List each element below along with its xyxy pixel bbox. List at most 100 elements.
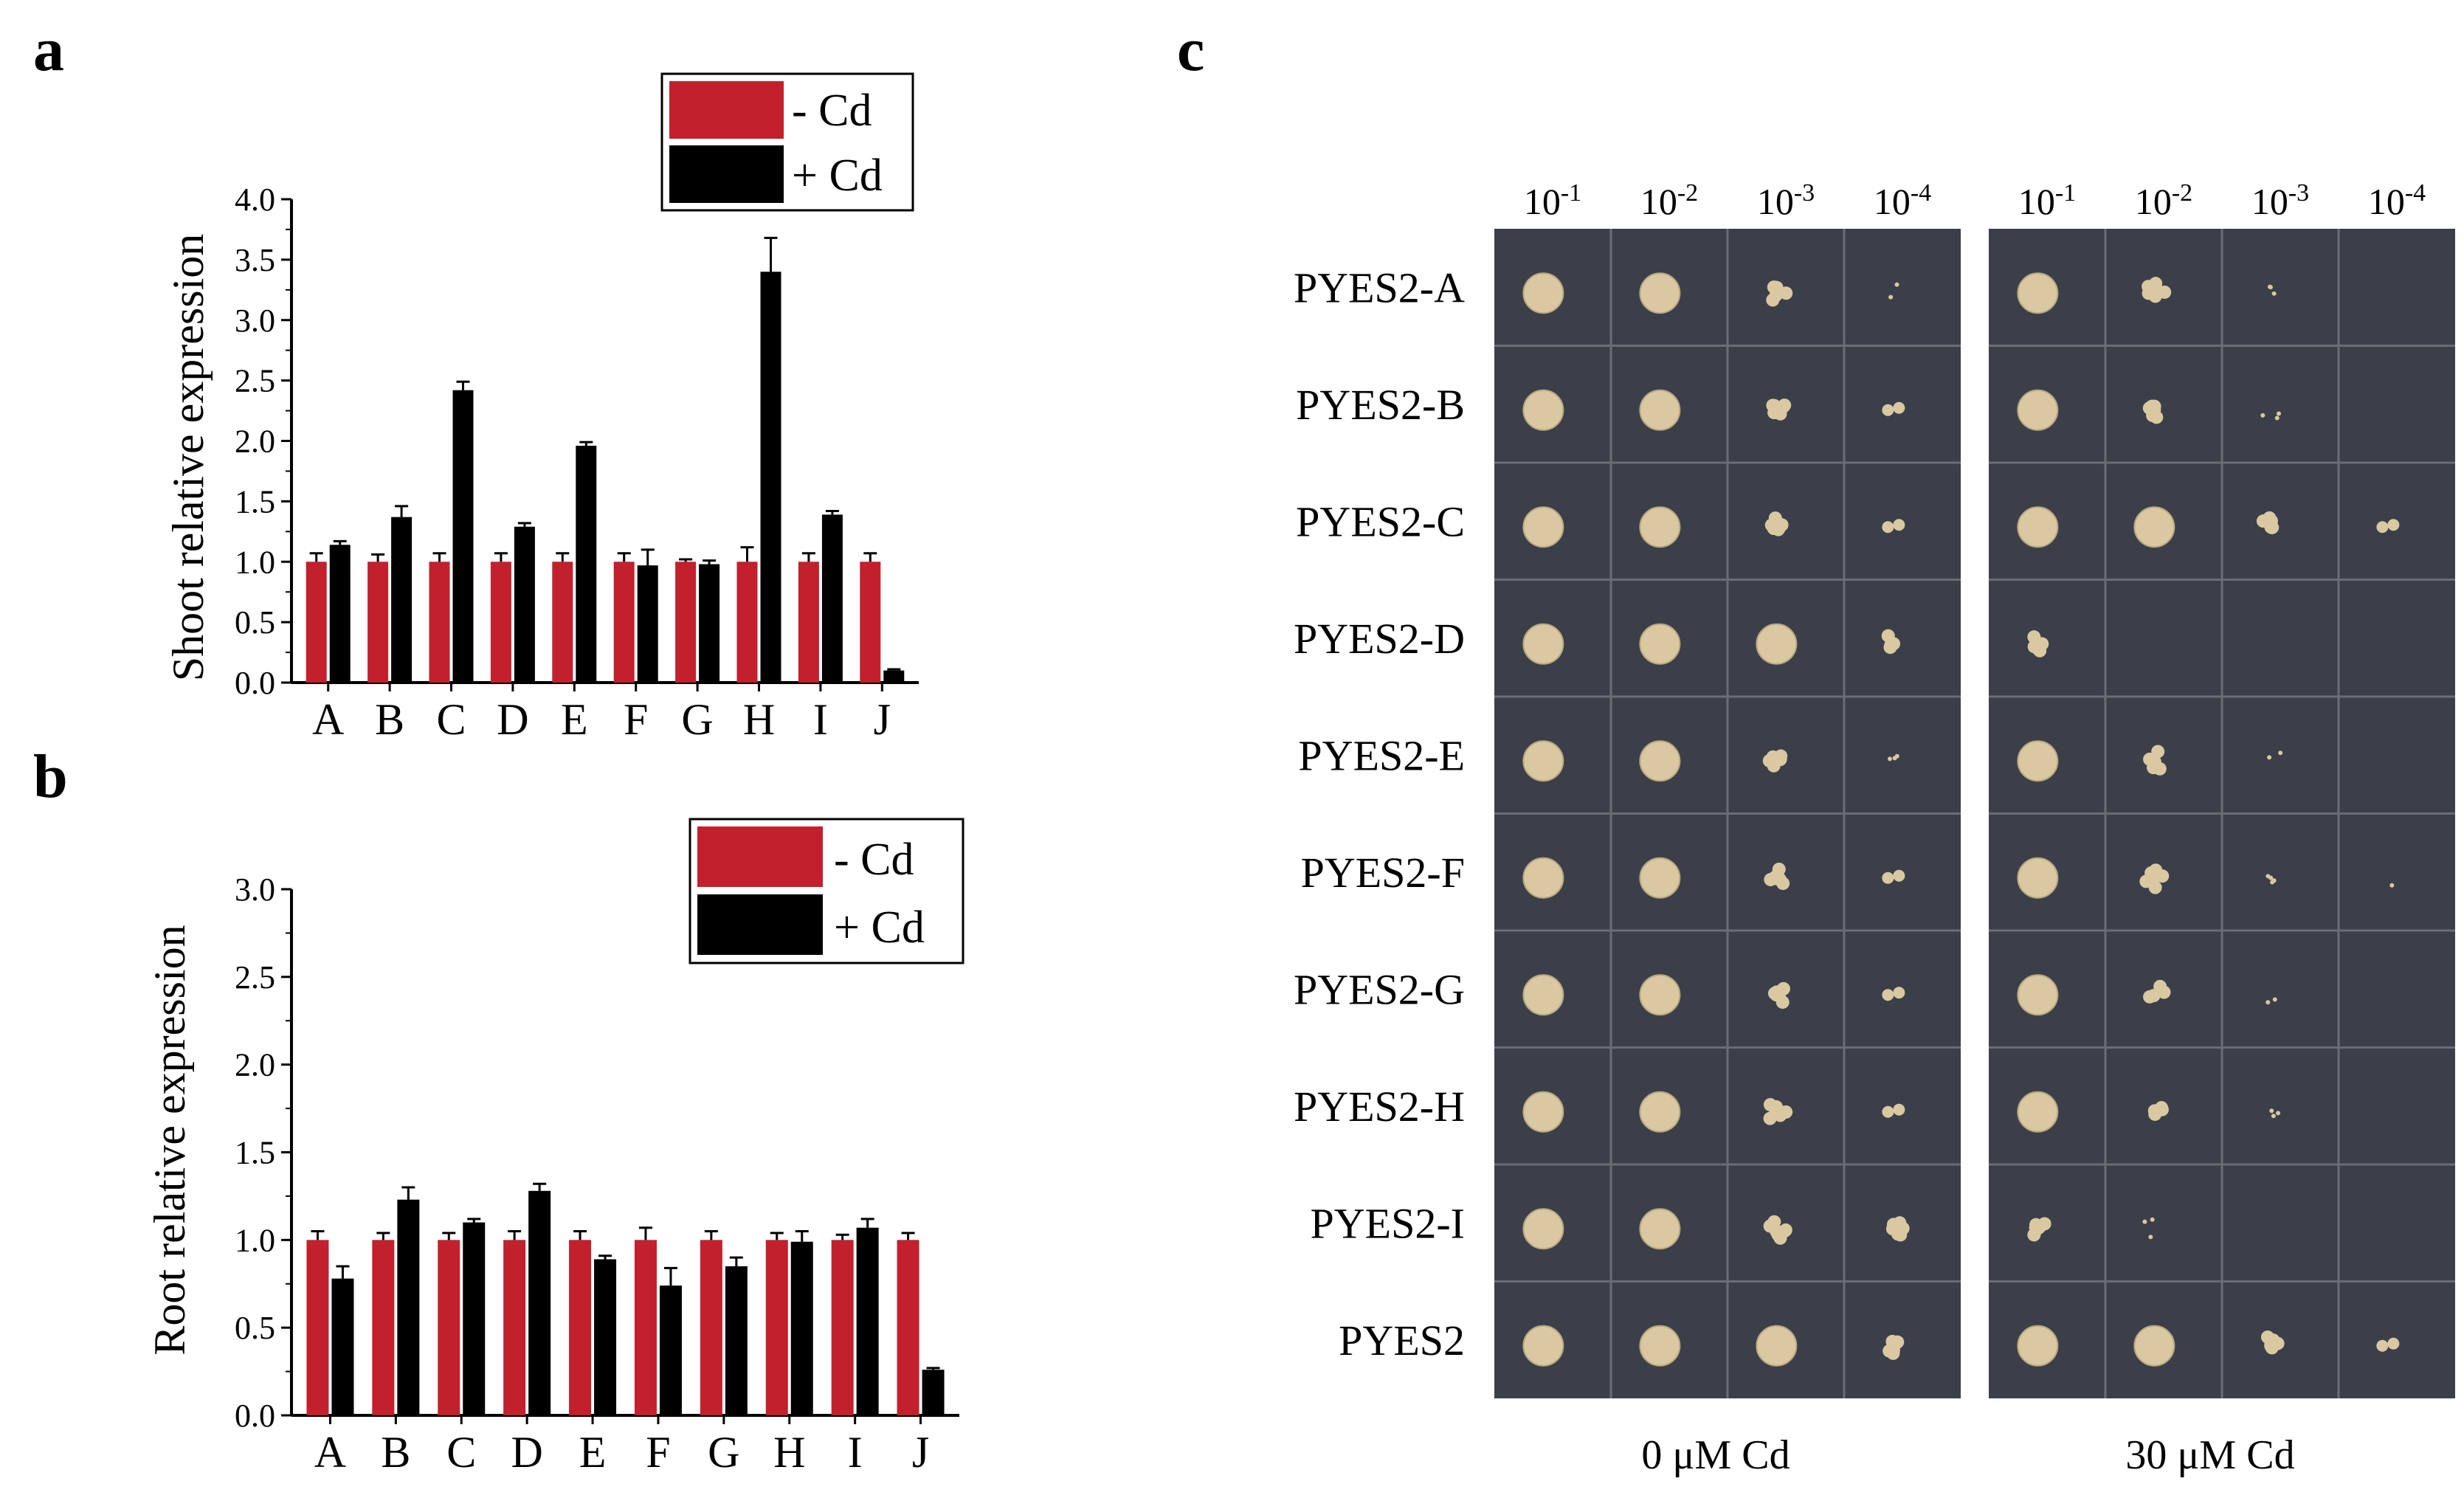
spot-PYES2-I-1 — [1639, 1208, 1681, 1250]
colony — [1770, 284, 1784, 298]
colony — [1764, 872, 1778, 886]
y-tick-label: 3.0 — [235, 303, 275, 339]
spot-PYES2-G-1 — [2143, 979, 2171, 1004]
dilution-label: 10-2 — [1640, 179, 1698, 223]
colony-speck — [2389, 883, 2395, 888]
colony-spot — [1639, 1325, 1681, 1367]
colony — [2144, 866, 2158, 880]
strain-label: PYES2-C — [1296, 497, 1465, 545]
bar-plus-cd-I — [821, 514, 843, 683]
spot-PYES2-F-1 — [1639, 857, 1681, 899]
spot-PYES2-E-1 — [1639, 740, 1681, 782]
strain-label: PYES2-I — [1311, 1199, 1465, 1247]
plate-0-cd — [1494, 229, 1961, 1398]
colony — [2142, 286, 2156, 300]
strain-label: PYES2 — [1339, 1316, 1465, 1364]
colony-speck — [1894, 282, 1899, 287]
spot-PYES2-F-1 — [2139, 863, 2170, 894]
bar-plus-cd-D — [528, 1190, 551, 1415]
bar-minus-cd-J — [897, 1240, 919, 1415]
spot-assay: 10-1 10-2 10-3 10-4 10-1 10-2 10-3 10-4 PYES2-A… — [1294, 179, 2455, 1478]
colony-spot — [2017, 506, 2059, 548]
colony — [1777, 1224, 1791, 1238]
plates — [1494, 229, 2455, 1398]
colony-spot — [1639, 1208, 1681, 1250]
chart-marks: 0.0 0.5 1.0 1.5 2.0 2.5 3.0 3.5 4.0 A B C D E F G H I J — [235, 182, 919, 744]
y-axis-label: Shoot relative expression — [164, 234, 213, 682]
legend-swatch-minus-cd — [669, 81, 784, 139]
colony-spot — [1639, 857, 1681, 899]
y-tick-label: 1.0 — [235, 1222, 275, 1258]
y-tick-label: 4.0 — [235, 182, 275, 218]
bar-minus-cd-E — [569, 1240, 592, 1415]
colony-spot — [1639, 974, 1681, 1016]
bar-plus-cd-E — [576, 446, 597, 683]
x-tick-label: C — [436, 695, 466, 744]
bar-plus-cd-B — [391, 517, 413, 683]
bar-plus-cd-C — [463, 1222, 486, 1415]
colony — [1885, 1334, 1899, 1348]
colony-spot — [1522, 857, 1564, 899]
spot-PYES2-A-2 — [1766, 280, 1793, 307]
bar-plus-cd-G — [699, 564, 720, 683]
colony-spot — [1522, 740, 1564, 782]
spot-PYES2-A-2 — [2267, 284, 2277, 296]
x-tick-label: D — [511, 1428, 542, 1477]
spot-PYES2-H-1 — [2147, 1101, 2169, 1121]
spot-PYES2-D-0 — [2027, 630, 2049, 657]
bar-plus-cd-H — [760, 272, 781, 683]
spot-PYES2-1 — [2133, 1325, 2175, 1367]
bar-minus-cd-H — [765, 1240, 788, 1415]
colony — [1893, 869, 1905, 882]
dilution-label: 10-4 — [1874, 179, 1931, 223]
legend: - Cd + Cd — [660, 72, 914, 212]
spot-PYES2-B-2 — [2260, 411, 2282, 421]
dilution-label: 10-3 — [1757, 179, 1815, 223]
spot-PYES2-B-1 — [1639, 389, 1681, 431]
spot-PYES2-E-0 — [2017, 740, 2059, 782]
spot-PYES2-F-3 — [1882, 869, 1905, 884]
x-tick-label: B — [381, 1428, 410, 1477]
spot-PYES2-E-1 — [2143, 745, 2167, 776]
colony — [1882, 521, 1894, 534]
spot-PYES2-D-3 — [1881, 629, 1901, 655]
colony — [2376, 521, 2389, 534]
colony-spot — [2017, 857, 2059, 899]
bar-minus-cd-G — [700, 1240, 722, 1415]
colony-speck — [2142, 1219, 2147, 1224]
x-tick-label: J — [912, 1428, 929, 1477]
spot-PYES2-A-3 — [1888, 282, 1899, 300]
bar-plus-cd-C — [452, 390, 474, 683]
bar-plus-cd-J — [922, 1370, 945, 1415]
x-tick-label: E — [561, 695, 588, 744]
strain-label: PYES2-H — [1294, 1083, 1465, 1131]
colony-speck — [2267, 755, 2272, 760]
colony — [1762, 753, 1776, 767]
colony — [2156, 869, 2170, 883]
colony-spot — [2133, 1325, 2175, 1367]
spot-PYES2-1 — [1639, 1325, 1681, 1367]
colony — [2387, 519, 2400, 531]
x-tick-label: F — [646, 1428, 670, 1477]
spot-PYES2-D-0 — [1522, 623, 1564, 665]
spot-PYES2-2 — [1756, 1325, 1798, 1367]
legend: - Cd + Cd — [689, 818, 964, 964]
y-axis-label: Root relative expression — [145, 925, 194, 1355]
legend-label-minus-cd: - Cd — [834, 835, 914, 885]
colony — [2149, 277, 2163, 291]
spot-PYES2-F-0 — [2017, 857, 2059, 899]
colony — [1893, 519, 1905, 531]
spot-PYES2-A-0 — [2017, 272, 2059, 314]
bar-minus-cd-D — [490, 562, 511, 683]
x-tick-label: A — [312, 695, 344, 744]
colony-speck — [2271, 1114, 2276, 1119]
colony-spot — [1522, 389, 1564, 431]
y-tick-label: 3.5 — [235, 242, 275, 278]
colony — [2157, 985, 2171, 999]
dilution-labels: 10-1 10-2 10-3 10-4 10-1 10-2 10-3 10-4 — [1524, 179, 2426, 223]
colony — [2387, 1337, 2400, 1350]
spot-PYES2-C-1 — [2133, 506, 2175, 548]
spot-PYES2-G-2 — [2265, 997, 2277, 1005]
strain-label: PYES2-F — [1301, 849, 1465, 897]
shoot-expression-chart: Shoot relative expression 0.0 0.5 1.0 1.5 2.… — [164, 72, 919, 744]
